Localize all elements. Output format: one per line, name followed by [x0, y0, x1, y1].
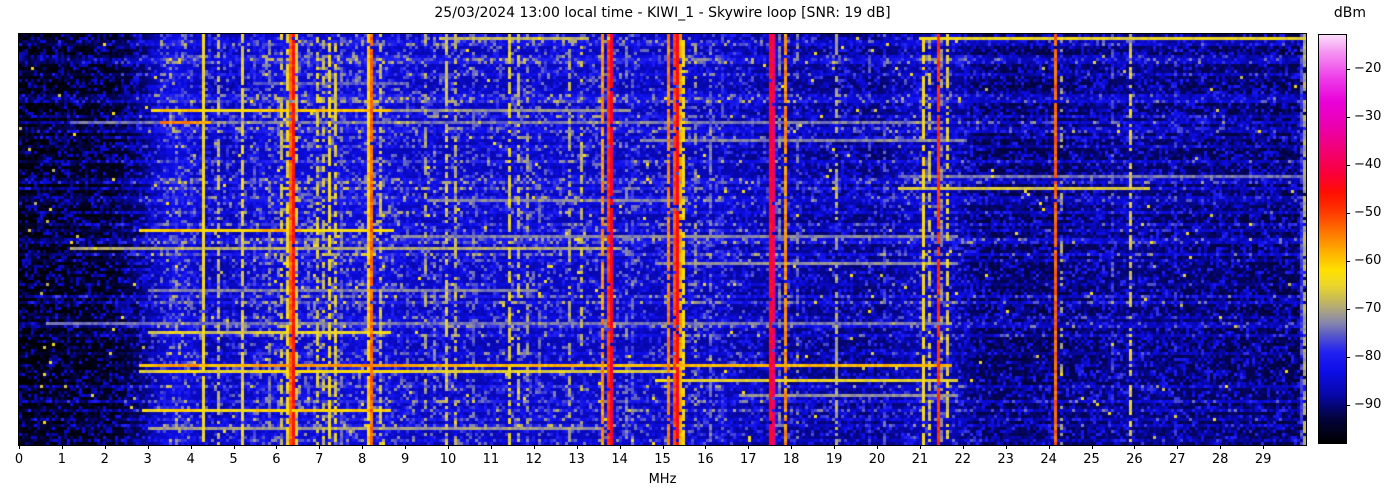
x-tick-mark	[1048, 445, 1050, 449]
chart-title: 25/03/2024 13:00 local time - KIWI_1 - S…	[434, 5, 891, 21]
x-tick-mark	[104, 445, 106, 449]
x-tick-label: 17	[740, 452, 757, 467]
x-tick-mark	[705, 445, 707, 449]
x-tick-mark	[1263, 445, 1265, 449]
x-tick-mark	[147, 445, 149, 449]
x-tick-mark	[877, 445, 878, 449]
x-tick-label: 23	[997, 452, 1014, 467]
colorbar-tick-mark	[1346, 308, 1350, 310]
colorbar-tick-label: −60	[1354, 252, 1382, 268]
colorbar-label: dBm	[1333, 5, 1367, 21]
colorbar-tick-label: −50	[1354, 204, 1382, 220]
colorbar-tick-label: −80	[1354, 348, 1382, 364]
x-tick-mark	[362, 445, 364, 449]
x-tick-label: 6	[272, 452, 281, 467]
x-tick-label: 0	[14, 452, 24, 467]
x-tick-mark	[748, 445, 750, 449]
x-tick-label: 5	[229, 452, 238, 467]
x-tick-mark	[1134, 445, 1136, 449]
x-tick-label: 7	[315, 452, 324, 467]
colorbar-tick-label: −30	[1354, 108, 1382, 124]
x-tick-mark	[1091, 445, 1093, 449]
x-tick-label: 2	[100, 452, 109, 467]
x-tick-label: 1	[57, 452, 67, 467]
x-axis-label: MHz	[648, 472, 677, 487]
x-tick-mark	[276, 445, 278, 449]
x-tick-mark	[791, 445, 793, 449]
x-tick-label: 24	[1040, 452, 1057, 467]
colorbar-tick-label: −20	[1354, 60, 1382, 76]
colorbar-tick-label: −90	[1354, 396, 1382, 412]
x-tick-label: 22	[954, 452, 972, 467]
x-tick-mark	[662, 445, 664, 449]
x-tick-mark	[834, 445, 836, 449]
x-tick-label: 9	[400, 452, 410, 467]
x-tick-label: 28	[1211, 452, 1229, 467]
x-tick-mark	[233, 445, 235, 449]
x-tick-mark	[962, 445, 964, 449]
x-tick-mark	[490, 445, 492, 449]
x-tick-mark	[61, 445, 63, 449]
colorbar-tick-mark	[1346, 212, 1350, 214]
x-tick-label: 21	[911, 452, 929, 467]
x-tick-mark	[576, 445, 578, 449]
x-tick-mark	[1177, 445, 1179, 449]
x-tick-mark	[19, 445, 20, 449]
x-tick-mark	[1220, 445, 1222, 449]
x-tick-mark	[405, 445, 407, 449]
x-tick-label: 19	[825, 452, 843, 467]
colorbar-tick-mark	[1346, 164, 1350, 166]
x-tick-mark	[319, 445, 321, 449]
colorbar	[1318, 34, 1347, 444]
x-tick-label: 27	[1169, 452, 1186, 467]
colorbar-tick-mark	[1346, 68, 1350, 70]
x-tick-label: 16	[697, 452, 714, 467]
x-tick-label: 11	[482, 452, 500, 467]
colorbar-tick-mark	[1346, 356, 1350, 358]
x-tick-mark	[1005, 445, 1007, 449]
x-tick-label: 14	[611, 452, 628, 467]
colorbar-tick-mark	[1346, 404, 1350, 406]
colorbar-tick-label: −70	[1354, 300, 1382, 316]
colorbar-gradient	[1319, 35, 1346, 443]
x-tick-label: 3	[143, 452, 152, 467]
x-tick-mark	[190, 445, 192, 449]
x-tick-label: 15	[654, 452, 671, 467]
colorbar-tick-label: −40	[1354, 156, 1382, 172]
plot-frame	[18, 33, 1307, 446]
x-tick-label: 25	[1083, 452, 1100, 467]
x-tick-label: 12	[525, 452, 543, 467]
x-tick-label: 13	[568, 452, 585, 467]
x-tick-label: 18	[782, 452, 800, 467]
x-tick-label: 20	[868, 452, 886, 467]
x-tick-mark	[919, 445, 921, 449]
x-tick-label: 10	[439, 452, 457, 467]
x-tick-label: 26	[1126, 452, 1143, 467]
colorbar-tick-mark	[1346, 116, 1350, 118]
x-tick-label: 4	[186, 452, 195, 467]
spectrogram-canvas	[19, 34, 1306, 445]
x-tick-mark	[448, 445, 449, 449]
x-tick-label: 8	[358, 452, 367, 467]
x-tick-label: 29	[1254, 452, 1272, 467]
x-tick-mark	[619, 445, 621, 449]
x-tick-mark	[533, 445, 535, 449]
colorbar-tick-mark	[1346, 260, 1350, 262]
